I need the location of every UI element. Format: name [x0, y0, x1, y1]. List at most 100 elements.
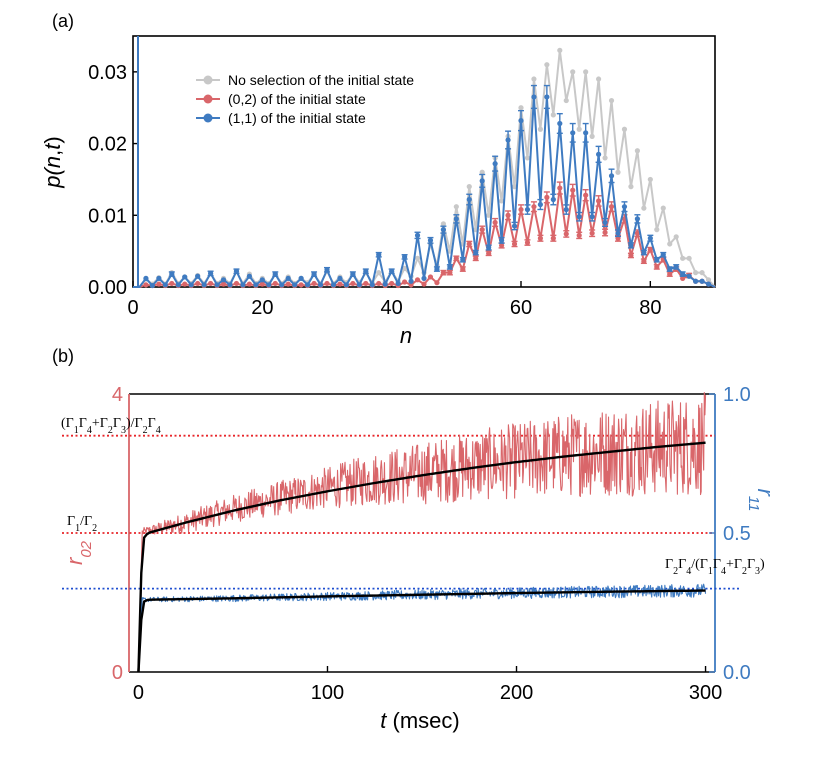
point-state-11: [673, 264, 679, 270]
point-state-11: [680, 271, 686, 277]
point-no-selection: [686, 255, 692, 261]
point-state-02: [350, 280, 356, 287]
point-state-11: [524, 206, 531, 213]
point-state-02: [537, 235, 544, 241]
point-state-11: [402, 254, 408, 260]
point-state-02: [479, 227, 485, 233]
point-state-11: [350, 271, 356, 277]
point-state-11: [550, 196, 556, 203]
b-right-tick-label: 0.5: [723, 523, 751, 545]
point-state-11: [479, 178, 485, 184]
point-state-11: [531, 94, 537, 100]
point-state-11: [162, 282, 168, 288]
point-no-selection: [466, 184, 472, 190]
point-state-02: [576, 232, 582, 238]
point-state-11: [518, 118, 524, 124]
point-state-11: [563, 206, 569, 213]
panel-a-legend: No selection of the initial state (0,2) …: [196, 72, 414, 126]
panel-a: (a) 0 20 40 60 80 0.000.010.020.03 n p(n,t) …: [40, 11, 716, 348]
y-label-close: ): [40, 136, 65, 143]
point-state-11: [376, 252, 382, 258]
point-state-02: [473, 255, 479, 261]
point-state-02: [608, 204, 615, 210]
point-state-11: [486, 244, 492, 251]
point-state-02: [596, 198, 602, 204]
point-state-11: [615, 230, 621, 236]
point-no-selection: [602, 155, 608, 161]
point-state-02: [402, 279, 408, 285]
a-ytick-label: 0.02: [88, 134, 127, 156]
point-state-02: [324, 280, 330, 287]
point-state-02: [570, 187, 576, 193]
point-state-11: [596, 151, 602, 157]
panel-b-series: [137, 391, 707, 673]
point-no-selection: [453, 204, 459, 210]
point-state-02: [434, 280, 440, 286]
point-state-11: [382, 281, 388, 287]
point-state-11: [305, 282, 311, 288]
x-label-unit: (msec): [386, 708, 459, 733]
point-state-02: [563, 231, 569, 237]
a-ytick-label: 0.00: [88, 277, 127, 299]
b-right-tick-label: 1.0: [723, 384, 751, 406]
point-state-11: [693, 278, 699, 284]
legend-blue-label: (1,1) of the initial state: [228, 110, 366, 126]
point-no-selection: [544, 62, 550, 68]
point-state-02: [453, 255, 459, 261]
point-state-02: [363, 280, 369, 287]
point-state-11: [298, 275, 304, 281]
point-no-selection: [376, 270, 382, 276]
point-state-11: [337, 275, 343, 281]
point-state-02: [550, 235, 556, 241]
series-state-11-line: [133, 96, 716, 288]
point-state-02: [259, 281, 265, 287]
point-state-02: [337, 281, 343, 287]
point-state-11: [208, 270, 214, 276]
point-state-02: [440, 270, 446, 276]
point-no-selection: [550, 112, 556, 118]
point-state-02: [421, 281, 427, 287]
point-state-02: [169, 280, 175, 287]
point-no-selection: [518, 105, 524, 111]
point-state-02: [311, 280, 317, 287]
point-state-11: [440, 227, 446, 233]
point-no-selection: [660, 205, 666, 211]
point-no-selection: [654, 227, 660, 233]
r11-r: r: [753, 489, 778, 498]
a-xtick-label: 40: [381, 297, 403, 319]
ref-label-upper: (Γ1Γ4+Γ2Γ3)/Γ2Γ4: [61, 416, 161, 436]
b-right-tick-label: 0.0: [723, 662, 751, 684]
point-state-11: [369, 282, 375, 288]
series-r02-fit: [137, 441, 706, 673]
point-state-11: [311, 271, 317, 277]
point-state-02: [414, 277, 421, 283]
ref-label-middle: Γ1/Γ2: [67, 514, 97, 534]
point-state-11: [602, 219, 608, 226]
point-state-11: [233, 268, 240, 274]
panel-a-frame: [132, 35, 716, 288]
point-no-selection: [621, 126, 628, 132]
point-state-02: [285, 281, 291, 287]
point-no-selection: [583, 69, 589, 75]
left-axis-label: r02: [62, 540, 95, 565]
point-state-02: [634, 230, 641, 236]
point-state-11: [363, 268, 369, 274]
point-state-11: [505, 137, 511, 143]
point-no-selection: [557, 47, 563, 53]
point-state-11: [608, 173, 615, 179]
b-xtick-label: 0: [133, 682, 144, 704]
point-state-02: [518, 206, 524, 213]
point-no-selection: [486, 212, 492, 218]
series-no-selection-line: [133, 50, 716, 288]
point-no-selection: [479, 169, 485, 175]
point-state-11: [511, 223, 518, 229]
b-xtick-label: 100: [311, 682, 344, 704]
panel-a-x-label: n: [400, 323, 412, 348]
point-no-selection: [440, 221, 446, 227]
point-state-02: [182, 281, 188, 287]
point-state-11: [389, 268, 395, 274]
point-no-selection: [615, 169, 621, 175]
point-state-02: [647, 247, 653, 253]
panel-a-y-ticks: 0.00 0.01 0.02 0.03: [88, 62, 139, 299]
